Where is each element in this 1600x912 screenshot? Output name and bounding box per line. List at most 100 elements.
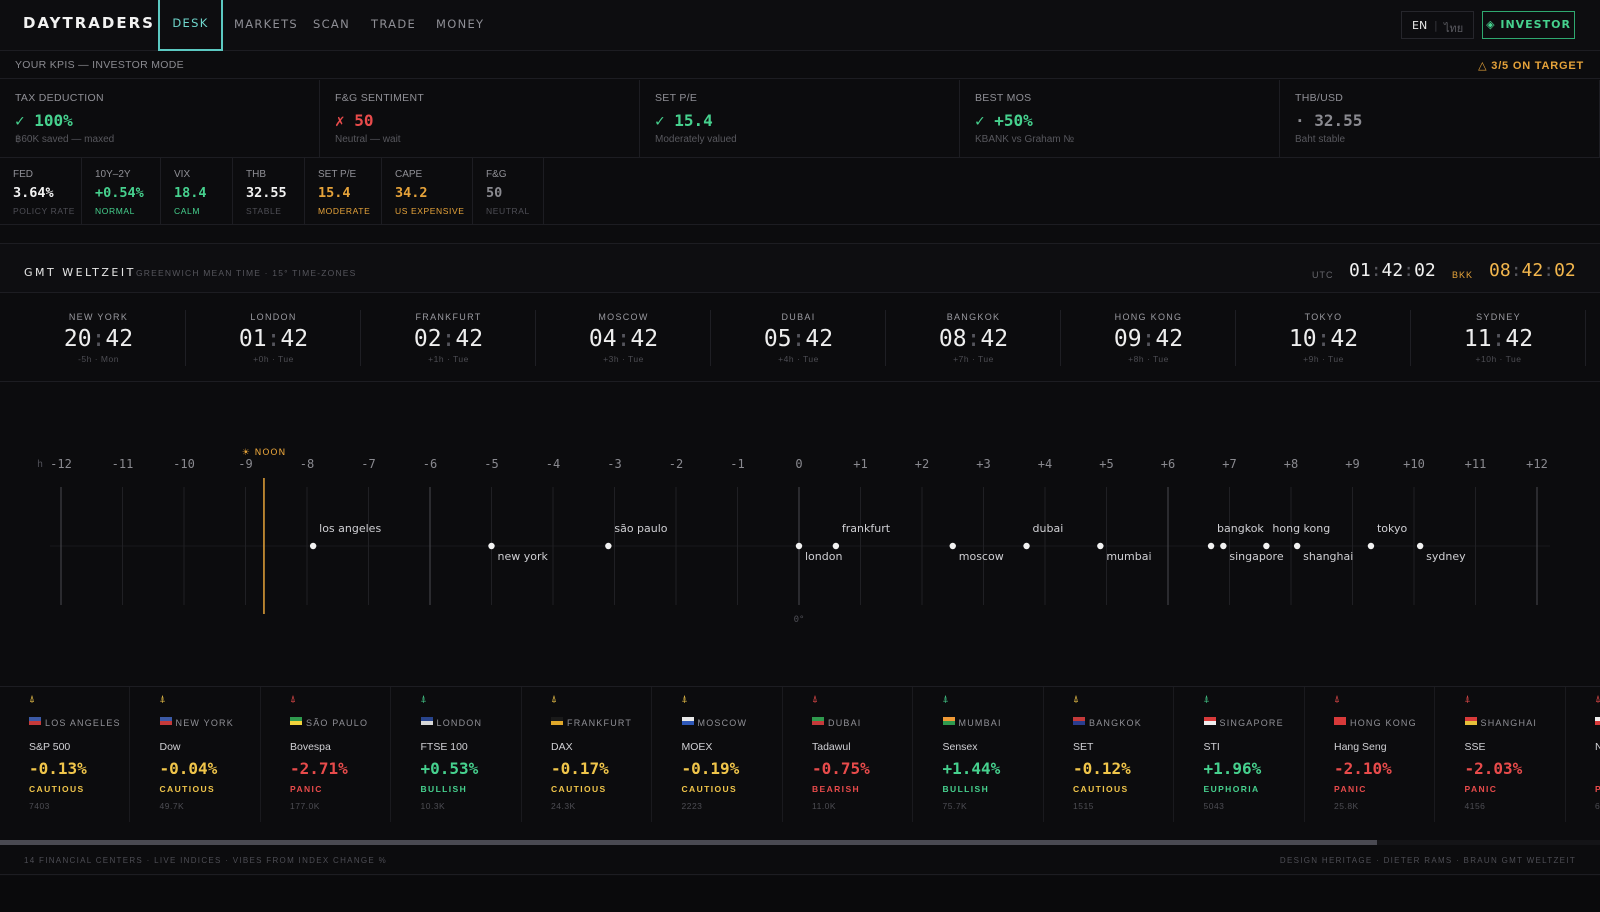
city-clock: HONG KONG 09:42 +8h · Tue xyxy=(1061,294,1236,382)
clock-time: 04:42 xyxy=(536,326,711,352)
tab-money[interactable]: MONEY xyxy=(436,17,485,31)
clock-offset: +9h · Tue xyxy=(1303,354,1344,364)
tab-markets[interactable]: MARKETS xyxy=(234,17,299,31)
market-city: DUBAI xyxy=(828,718,862,728)
clock-minutes: 42 xyxy=(455,326,484,352)
world-clock-title: GMT WELTZEIT xyxy=(24,266,136,279)
noon-label: ☀ NOON xyxy=(242,448,287,458)
clock-colon: : xyxy=(616,326,631,352)
macro-status: STABLE xyxy=(246,206,282,216)
kpi-value: ✗ 50 xyxy=(335,111,374,130)
kpi-title: BEST MOS xyxy=(975,92,1032,104)
market-card[interactable]: ⍋ SÃO PAULO Bovespa -2.71% PANIC 177.0K xyxy=(261,687,391,822)
kpi-subtext: Baht stable xyxy=(1295,134,1346,145)
tab-desk[interactable]: DESK xyxy=(158,0,223,51)
market-mood: CAUTIOUS xyxy=(159,784,216,794)
vibe-icon: ⍋ xyxy=(681,694,688,705)
lang-th-button[interactable]: ไทย xyxy=(1444,22,1464,35)
tab-trade[interactable]: TRADE xyxy=(371,17,417,31)
zone-tick-label: -2 xyxy=(669,457,683,471)
utc-seconds: 02 xyxy=(1414,260,1436,281)
market-mood: BULLISH xyxy=(942,784,990,794)
clock-offset: -5h · Mon xyxy=(78,354,119,364)
macro-title: THB xyxy=(246,169,266,180)
kpi-title: TAX DEDUCTION xyxy=(15,92,104,104)
macro-value: 34.2 xyxy=(395,185,428,201)
clock-city-name: BANGKOK xyxy=(946,312,1001,322)
market-volume: 11.0K xyxy=(812,801,837,811)
flag-br-icon xyxy=(290,717,302,725)
market-mood: PANIC xyxy=(1334,784,1367,794)
market-index-name: Sensex xyxy=(942,741,978,753)
zone-tick-label: -11 xyxy=(112,457,134,471)
market-card[interactable]: ⍋ HONG KONG Hang Seng -2.10% PANIC 25.8K xyxy=(1305,687,1435,822)
market-card[interactable]: ⍋ NEW YORK Dow -0.04% CAUTIOUS 49.7K xyxy=(131,687,261,822)
lang-en-button[interactable]: EN xyxy=(1412,19,1428,32)
macro-title: CAPE xyxy=(395,169,423,180)
zone-tick-label: -3 xyxy=(607,457,621,471)
market-card[interactable]: ⍋ FRANKFURT DAX -0.17% CAUTIOUS 24.3K xyxy=(522,687,652,822)
vibe-icon: ⍋ xyxy=(812,694,818,705)
market-mood: CAUTIOUS xyxy=(551,784,607,794)
zone-tick-label: +6 xyxy=(1161,457,1175,471)
clock-divider xyxy=(710,310,711,366)
market-mood: BULLISH xyxy=(420,784,468,794)
clock-hours: 20 xyxy=(63,326,92,352)
city-clock: NEW YORK 20:42 -5h · Mon xyxy=(11,294,186,382)
macro-indicator: THB 32.55 STABLE xyxy=(233,158,305,225)
market-card[interactable]: ⍋ SHANGHAI SSE -2.03% PANIC 4156 xyxy=(1436,687,1566,822)
clock-city-name: MOSCOW xyxy=(598,312,649,322)
market-card[interactable]: ⍋ DUBAI Tadawul -0.75% BEARISH 11.0K xyxy=(783,687,913,822)
world-clock-subtitle: GREENWICH MEAN TIME · 15° TIME-ZONES xyxy=(136,268,357,278)
city-clock: DUBAI 05:42 +4h · Tue xyxy=(711,294,886,382)
market-card[interactable]: ⍋ SINGAPORE STI +1.96% EUPHORIA 5043 xyxy=(1175,687,1305,822)
clock-time: 01:42 xyxy=(186,326,361,352)
flag-sg-icon xyxy=(1203,717,1216,725)
clock-hours: 11 xyxy=(1463,326,1492,352)
market-volume: 1515 xyxy=(1073,801,1094,811)
scrollbar-thumb[interactable] xyxy=(0,840,1377,845)
market-card[interactable]: ⍋ N P 6 xyxy=(1566,687,1600,822)
market-city: HONG KONG xyxy=(1350,718,1417,728)
zone-tick-label: +10 xyxy=(1403,457,1425,471)
market-card[interactable]: ⍋ MUMBAI Sensex +1.44% BULLISH 75.7K xyxy=(914,687,1044,822)
flag-ae-icon xyxy=(812,717,824,725)
language-switch: EN | ไทย xyxy=(1401,11,1474,39)
investor-mode-button[interactable]: ◈ INVESTOR xyxy=(1482,11,1575,39)
market-card[interactable]: ⍋ LOS ANGELES S&P 500 -0.13% CAUTIOUS 7403 xyxy=(0,687,130,822)
kpi-title: THB/USD xyxy=(1295,92,1344,104)
flag-th-icon xyxy=(1073,717,1085,725)
market-city: SHANGHAI xyxy=(1480,718,1538,728)
city-label: hong kong xyxy=(1272,522,1330,535)
clock-city-name: TOKYO xyxy=(1304,312,1343,322)
market-card[interactable]: ⍋ BANGKOK SET -0.12% CAUTIOUS 1515 xyxy=(1044,687,1174,822)
zone-tick-label: -9 xyxy=(238,457,252,471)
city-label: singapore xyxy=(1229,550,1283,563)
bottom-strip xyxy=(0,876,1600,912)
city-clock: TOKYO 10:42 +9h · Tue xyxy=(1236,294,1411,382)
city-dot xyxy=(1416,542,1424,550)
market-volume: 4156 xyxy=(1464,801,1486,811)
market-change: -0.75% xyxy=(812,759,870,778)
horizontal-scrollbar[interactable] xyxy=(0,840,1600,845)
macro-indicator: FED 3.64% POLICY RATE xyxy=(0,158,82,225)
market-card[interactable]: ⍋ MOSCOW MOEX -0.19% CAUTIOUS 2223 xyxy=(653,687,783,822)
clock-city-name: FRANKFURT xyxy=(415,312,482,322)
kpi-row: TAX DEDUCTION ✓ 100% ฿60K saved — maxed F&G… xyxy=(0,80,1600,158)
market-volume: 25.8K xyxy=(1334,801,1359,811)
flag-cn-icon xyxy=(1464,717,1477,725)
market-card[interactable]: ⍋ LONDON FTSE 100 +0.53% BULLISH 10.3K xyxy=(392,687,522,822)
city-clock: SYDNEY 11:42 +10h · Tue xyxy=(1411,294,1586,382)
city-dot xyxy=(1207,542,1215,550)
market-city: MOSCOW xyxy=(697,718,748,728)
clock-colon: : xyxy=(966,326,981,352)
brand-logo[interactable]: DAYTRADERS xyxy=(23,14,155,32)
city-label: bangkok xyxy=(1217,522,1264,535)
market-index-name: STI xyxy=(1203,741,1220,753)
city-label: frankfurt xyxy=(842,522,891,535)
clock-time: 02:42 xyxy=(361,326,536,352)
market-index-name: Hang Seng xyxy=(1334,741,1387,753)
clock-colon: : xyxy=(91,326,106,352)
kpi-target-status: △ 3/5 ON TARGET xyxy=(1478,60,1584,72)
tab-scan[interactable]: SCAN xyxy=(313,17,350,31)
